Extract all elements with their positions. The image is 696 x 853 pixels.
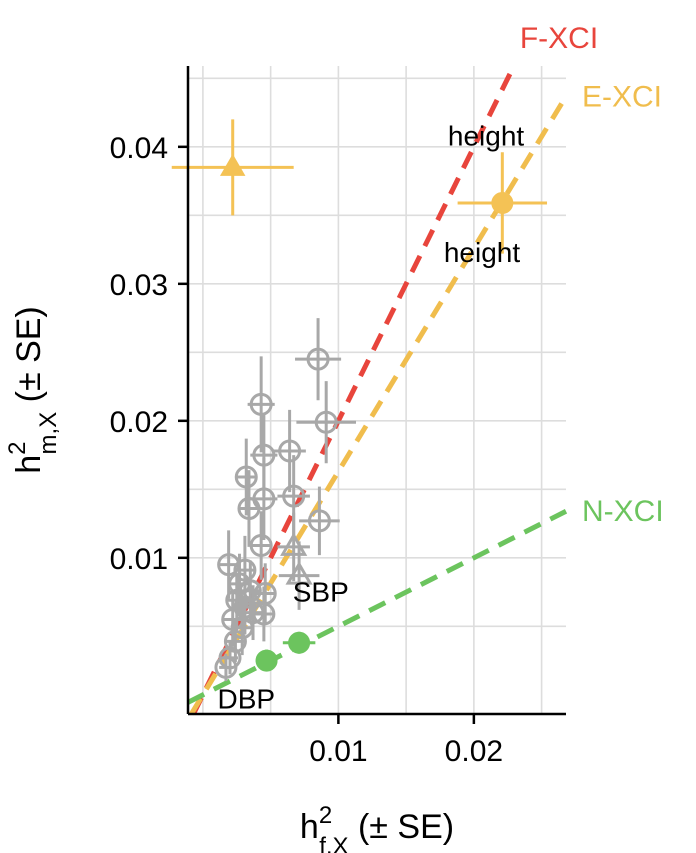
x-axis-title-suffix: (± SE) [349,808,455,846]
marker-circle-25 [252,602,276,626]
data-point-5 [296,381,356,464]
annotation-dbp-3: DBP [217,684,275,715]
reference-line-n-xci [186,509,568,705]
annotation-height-0: height [448,120,525,151]
data-point-25 [252,586,276,642]
marker-circle-3 [288,631,311,654]
data-point-3 [282,631,316,654]
marker-circle-14 [249,533,273,557]
line-label-f-xci: F-XCI [520,22,598,55]
x-tick-label-0: 0.01 [309,735,367,768]
y-tick-label-0: 0.01 [110,543,168,576]
marker-triangle-16 [285,561,313,585]
data-point-4 [295,318,342,401]
y-axis-title-main: h [10,455,48,474]
y-tick-label-1: 0.02 [110,406,168,439]
y-axis-title-sup: 2 [4,441,31,454]
annotations: height height SBP DBP [217,120,524,714]
x-axis-title-main: h [300,808,319,846]
marker-circle-11 [252,487,276,511]
x-tick-label-1: 0.02 [445,735,503,768]
annotation-height-1: height [444,237,521,268]
marker-circle-9 [234,465,258,489]
line-labels: F-XCI E-XCI N-XCI [520,22,664,528]
data-point-16 [278,541,320,610]
x-axis-title-sup: 2 [319,802,332,829]
y-axis-title-sub: m,X [35,412,62,455]
marker-circle-8 [278,439,302,463]
y-tick-label-3: 0.04 [110,132,168,165]
marker-circle-2 [255,649,278,672]
data-points [171,119,548,682]
data-point-2 [255,649,278,672]
data-point-13 [299,486,340,556]
data-point-8 [273,409,306,493]
data-point-1 [457,152,548,254]
marker-circle-27 [230,616,254,640]
marker-circle-4 [306,347,330,371]
marker-circle-28 [223,629,247,653]
line-label-n-xci: N-XCI [582,495,664,528]
data-point-9 [234,438,258,516]
data-point-28 [223,620,247,662]
marker-circle-1 [491,191,514,214]
marker-circle-30 [214,655,238,679]
y-tick-label-2: 0.03 [110,269,168,302]
data-point-30 [214,653,238,682]
annotation-sbp-2: SBP [293,577,349,608]
line-label-e-xci: E-XCI [582,80,662,113]
marker-triangle-0 [219,153,246,176]
x-axis-title-sub: f,X [319,833,348,853]
y-axis-title-suffix: (± SE) [10,306,48,412]
x-axis-title: h2 f,X (± SE) [300,802,454,853]
axes: 0.01 0.02 0.01 0.02 0.03 0.04 [110,66,566,768]
marker-circle-5 [314,410,338,434]
data-point-11 [250,457,278,541]
data-point-14 [249,511,273,580]
marker-circle-13 [307,509,331,533]
data-point-0 [171,119,294,216]
y-axis-title: h2 m,X (± SE) [4,306,62,474]
marker-circle-6 [249,392,273,416]
data-point-6 [247,356,275,453]
marker-circle-12 [282,484,306,508]
